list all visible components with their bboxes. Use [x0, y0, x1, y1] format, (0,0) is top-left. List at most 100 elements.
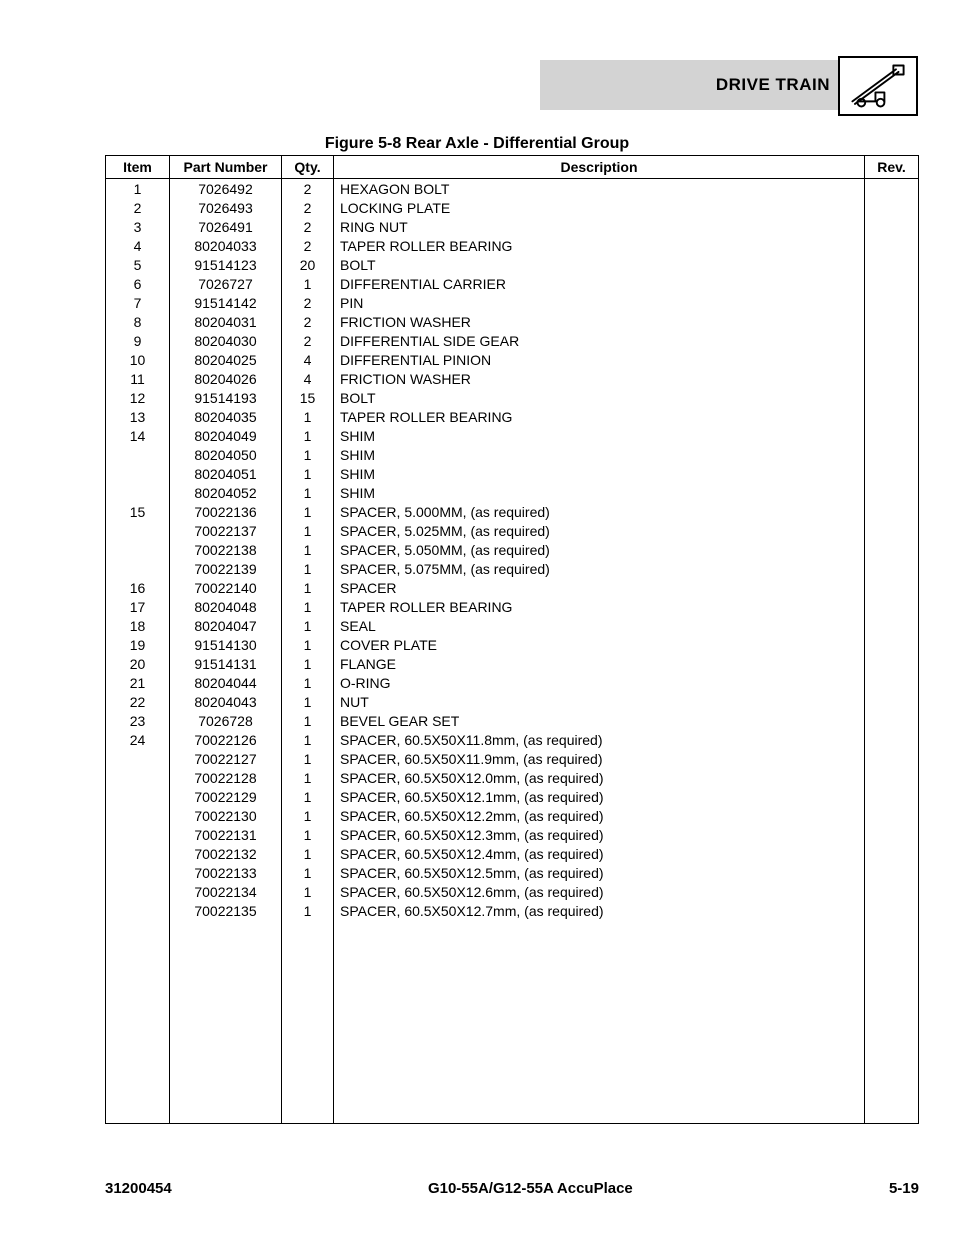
table-cell: [106, 863, 170, 882]
table-row: 802040521SHIM: [106, 483, 919, 502]
table-cell: 1: [106, 179, 170, 199]
table-cell: [106, 806, 170, 825]
table-cell: [865, 654, 919, 673]
table-cell: [865, 483, 919, 502]
table-row: 21802040441O-RING: [106, 673, 919, 692]
table-cell: [865, 407, 919, 426]
table-cell: 1: [282, 616, 334, 635]
table-cell: PIN: [334, 293, 865, 312]
table-row: 22802040431NUT: [106, 692, 919, 711]
table-cell: COVER PLATE: [334, 635, 865, 654]
table-row: 16700221401SPACER: [106, 578, 919, 597]
table-cell: 91514131: [170, 654, 282, 673]
table-cell: 15: [282, 388, 334, 407]
table-cell: 2: [282, 293, 334, 312]
table-cell: [865, 293, 919, 312]
table-cell: [106, 882, 170, 901]
table-cell: SPACER, 60.5X50X12.1mm, (as required): [334, 787, 865, 806]
table-cell: [865, 198, 919, 217]
table-cell: 80204049: [170, 426, 282, 445]
table-cell: SEAL: [334, 616, 865, 635]
table-row: 9802040302DIFFERENTIAL SIDE GEAR: [106, 331, 919, 350]
table-cell: SPACER, 60.5X50X12.7mm, (as required): [334, 901, 865, 920]
table-row: 4802040332TAPER ROLLER BEARING: [106, 236, 919, 255]
table-row: 129151419315BOLT: [106, 388, 919, 407]
table-cell: [865, 711, 919, 730]
table-cell: 1: [282, 274, 334, 293]
table-cell: 2: [282, 331, 334, 350]
table-cell: SPACER, 5.050MM, (as required): [334, 540, 865, 559]
table-cell: 16: [106, 578, 170, 597]
table-cell: 2: [282, 217, 334, 236]
table-cell: 70022130: [170, 806, 282, 825]
table-cell: 17: [106, 597, 170, 616]
table-cell: 7026728: [170, 711, 282, 730]
table-cell: SPACER, 5.000MM, (as required): [334, 502, 865, 521]
table-cell: SPACER, 60.5X50X12.2mm, (as required): [334, 806, 865, 825]
table-cell: [865, 616, 919, 635]
table-cell: 80204030: [170, 331, 282, 350]
table-row: 14802040491SHIM: [106, 426, 919, 445]
table-cell: 7026493: [170, 198, 282, 217]
table-cell: 4: [282, 369, 334, 388]
parts-table-wrap: Item Part Number Qty. Description Rev. 1…: [105, 155, 919, 1124]
table-cell: 70022136: [170, 502, 282, 521]
table-cell: [106, 825, 170, 844]
table-cell: TAPER ROLLER BEARING: [334, 597, 865, 616]
table-cell: 70022128: [170, 768, 282, 787]
page-footer: 31200454 G10-55A/G12-55A AccuPlace 5-19: [105, 1180, 919, 1197]
table-header-row: Item Part Number Qty. Description Rev.: [106, 156, 919, 179]
table-cell: [865, 825, 919, 844]
table-cell: 80204051: [170, 464, 282, 483]
table-cell: 70022133: [170, 863, 282, 882]
table-row: 700221281SPACER, 60.5X50X12.0mm, (as req…: [106, 768, 919, 787]
table-cell: [865, 578, 919, 597]
table-cell: BEVEL GEAR SET: [334, 711, 865, 730]
table-cell: [865, 844, 919, 863]
table-cell: TAPER ROLLER BEARING: [334, 236, 865, 255]
table-cell: 7026492: [170, 179, 282, 199]
table-row: 10802040254DIFFERENTIAL PINION: [106, 350, 919, 369]
parts-table: Item Part Number Qty. Description Rev. 1…: [105, 155, 919, 1124]
table-cell: 1: [282, 673, 334, 692]
table-cell: 2: [282, 179, 334, 199]
table-row: 700221331SPACER, 60.5X50X12.5mm, (as req…: [106, 863, 919, 882]
table-cell: SHIM: [334, 426, 865, 445]
table-cell: 91514193: [170, 388, 282, 407]
table-cell: 1: [282, 654, 334, 673]
table-cell: 1: [282, 692, 334, 711]
table-cell: 3: [106, 217, 170, 236]
table-cell: 21: [106, 673, 170, 692]
table-row: 700221301SPACER, 60.5X50X12.2mm, (as req…: [106, 806, 919, 825]
table-row: 7915141422PIN: [106, 293, 919, 312]
table-cell: 6: [106, 274, 170, 293]
table-cell: 80204026: [170, 369, 282, 388]
table-row: 20915141311FLANGE: [106, 654, 919, 673]
table-cell: 2: [282, 198, 334, 217]
table-cell: 70022138: [170, 540, 282, 559]
table-row: 2370267281BEVEL GEAR SET: [106, 711, 919, 730]
table-row: 8802040312FRICTION WASHER: [106, 312, 919, 331]
table-cell: 19: [106, 635, 170, 654]
table-cell: [865, 274, 919, 293]
table-cell: 1: [282, 445, 334, 464]
table-cell: [865, 369, 919, 388]
table-cell: SPACER, 5.025MM, (as required): [334, 521, 865, 540]
table-cell: 20: [282, 255, 334, 274]
table-cell: 1: [282, 825, 334, 844]
col-rev: Rev.: [865, 156, 919, 179]
table-row: 11802040264FRICTION WASHER: [106, 369, 919, 388]
table-cell: SPACER, 60.5X50X12.6mm, (as required): [334, 882, 865, 901]
table-cell: 22: [106, 692, 170, 711]
table-cell: 80204052: [170, 483, 282, 502]
table-cell: 1: [282, 711, 334, 730]
section-title: DRIVE TRAIN: [716, 75, 830, 95]
table-filler-cell: [865, 920, 919, 1124]
table-cell: 11: [106, 369, 170, 388]
table-cell: 5: [106, 255, 170, 274]
table-cell: SPACER, 60.5X50X12.0mm, (as required): [334, 768, 865, 787]
table-cell: 80204048: [170, 597, 282, 616]
table-cell: [865, 464, 919, 483]
table-cell: [865, 673, 919, 692]
table-row: 15700221361SPACER, 5.000MM, (as required…: [106, 502, 919, 521]
